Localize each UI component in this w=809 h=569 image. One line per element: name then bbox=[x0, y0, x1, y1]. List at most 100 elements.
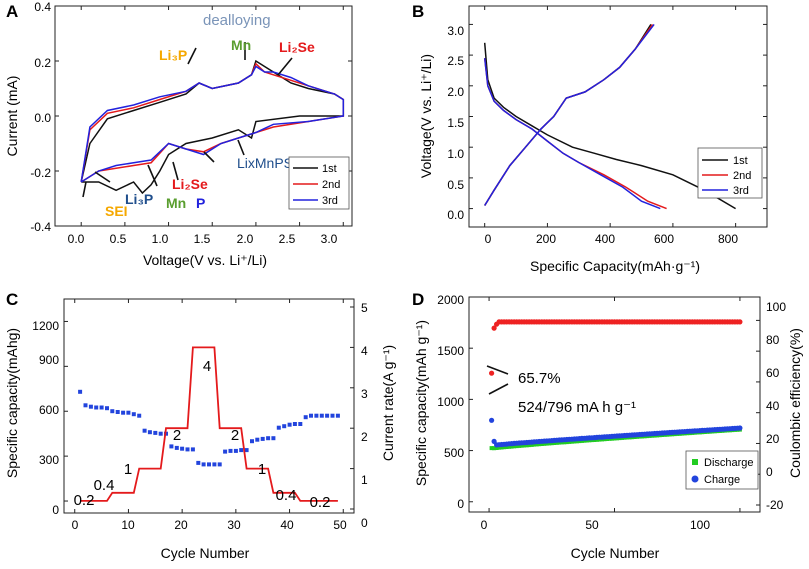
arrow-mn-down bbox=[147, 164, 158, 187]
panel-b-ytick-labels: 0.0 0.5 1.0 1.5 2.0 2.5 3.0 bbox=[447, 24, 464, 222]
panel-c-y2tick: 0 bbox=[361, 516, 368, 530]
panel-a-ytick: -0.2 bbox=[30, 166, 51, 180]
annotation-dealloying: dealloying bbox=[203, 12, 271, 29]
panel-a-ylabel: Current (mA) bbox=[4, 76, 20, 157]
annotation-li3p-top: Li₃P bbox=[159, 47, 187, 63]
discharge-point bbox=[512, 444, 517, 449]
panel-d-xtick: 0 bbox=[481, 518, 488, 532]
panel-b-ytick: 1.0 bbox=[447, 147, 464, 161]
panel-d-xtick: 100 bbox=[690, 518, 710, 532]
panel-c-ytick: 0 bbox=[52, 503, 59, 517]
capacity-point bbox=[196, 460, 201, 465]
capacity-point bbox=[217, 462, 222, 467]
panel-d-y2tick: 0 bbox=[766, 465, 773, 479]
capacity-point bbox=[325, 413, 330, 418]
capacity-point bbox=[319, 413, 324, 418]
discharge-point bbox=[502, 445, 507, 450]
discharge-point bbox=[517, 443, 522, 448]
panel-c-xtick: 0 bbox=[72, 518, 79, 532]
arrow-li3p-down bbox=[94, 171, 111, 183]
capacity-point bbox=[78, 389, 83, 394]
discharge-point bbox=[519, 443, 524, 448]
capacity-point bbox=[330, 413, 335, 418]
panel-a-xtick: 3.0 bbox=[321, 232, 338, 246]
panel-a-letter: A bbox=[6, 2, 18, 21]
panel-d-y2tick: 80 bbox=[766, 333, 780, 347]
panel-b-ytick: 0.0 bbox=[447, 208, 464, 222]
discharge-point bbox=[492, 446, 497, 451]
panel-c-frame bbox=[63, 298, 355, 514]
panel-b-ytick: 1.5 bbox=[447, 116, 464, 130]
panel-b-ytick: 2.5 bbox=[447, 54, 464, 68]
panel-c-xtick: 10 bbox=[121, 518, 135, 532]
capacity-point bbox=[233, 448, 238, 453]
annotation-li3p-bottom: Li₃P bbox=[125, 191, 153, 207]
annotation-65-7: 65.7% bbox=[518, 370, 561, 387]
panel-a-xtick: 1.5 bbox=[194, 232, 211, 246]
annotation-sei: SEI bbox=[105, 203, 128, 219]
panel-d-legend-box bbox=[685, 450, 759, 490]
capacity-point bbox=[287, 422, 292, 427]
panel-c-y2tick: 4 bbox=[361, 344, 368, 358]
capacity-point bbox=[314, 413, 319, 418]
panel-d-legend: Discharge Charge bbox=[685, 450, 759, 490]
panel-c-y2tick: 1 bbox=[361, 473, 368, 487]
legend-label-charge: Charge bbox=[704, 474, 740, 486]
capacity-point bbox=[190, 447, 195, 452]
arrow-lixmnpse3 bbox=[237, 139, 245, 156]
capacity-point bbox=[142, 428, 147, 433]
capacity-point bbox=[292, 422, 297, 426]
panel-a-arrows bbox=[82, 42, 293, 198]
discharge-point bbox=[507, 444, 512, 449]
discharge-point bbox=[534, 442, 539, 447]
legend-label-3rd: 3rd bbox=[733, 185, 749, 197]
panel-d-y2tick-labels: 100 80 60 40 20 0 -20 bbox=[766, 300, 786, 512]
panel-b: B 0 200 400 600 800 0.0 0.5 1.0 1.5 2.0 … bbox=[412, 2, 768, 274]
panel-a-ytick: -0.4 bbox=[30, 220, 51, 234]
annotation-p-bottom: P bbox=[196, 195, 205, 211]
capacity-point bbox=[298, 422, 303, 426]
panel-b-letter: B bbox=[412, 2, 424, 21]
discharge-curve-2nd bbox=[483, 58, 667, 210]
capacity-point bbox=[185, 447, 190, 452]
legend-label-2nd: 2nd bbox=[733, 170, 751, 182]
discharge-point bbox=[547, 441, 552, 446]
panel-c-ylabel: Specific capacity(mAhg) bbox=[4, 328, 20, 478]
panel-d-ytick-labels: 0 500 1000 1500 2000 bbox=[437, 293, 464, 511]
panel-a-ytick-labels: 0.4 0.2 0.0 -0.2 -0.4 bbox=[30, 0, 51, 234]
capacity-point bbox=[174, 445, 179, 450]
panel-a-xtick: 0.5 bbox=[110, 232, 127, 246]
discharge-point bbox=[522, 443, 527, 448]
annotation-li2se-top: Li₂Se bbox=[279, 39, 315, 55]
annotation-li2se-bottom: Li₂Se bbox=[172, 176, 208, 192]
legend-label-2nd: 2nd bbox=[322, 179, 340, 191]
panel-c-ytick: 1200 bbox=[32, 319, 59, 333]
panel-c-data bbox=[78, 346, 340, 502]
capacity-point bbox=[180, 446, 185, 451]
panel-d-letter: D bbox=[412, 290, 424, 309]
capacity-point bbox=[83, 403, 88, 408]
discharge-point bbox=[504, 445, 509, 449]
legend-swatch-discharge bbox=[692, 459, 698, 465]
panel-a-xtick-labels: 0.0 0.5 1.0 1.5 2.0 2.5 3.0 bbox=[68, 232, 338, 246]
cv-curve-3rd bbox=[80, 65, 345, 183]
panel-d-y2tick: -20 bbox=[766, 498, 784, 512]
capacity-point bbox=[266, 436, 271, 441]
capacity-point bbox=[147, 430, 152, 435]
panel-b-xtick: 600 bbox=[654, 232, 674, 246]
efficiency-point bbox=[489, 370, 495, 376]
panel-d-ytick: 1500 bbox=[437, 344, 464, 358]
discharge-point bbox=[537, 442, 542, 447]
panel-c-ytick-labels: 0 300 600 900 1200 bbox=[32, 319, 59, 517]
panel-b-ylabel: Voltage(V vs. Li⁺/Li) bbox=[418, 54, 434, 178]
discharge-point bbox=[524, 443, 529, 448]
panel-d-ytick: 0 bbox=[457, 497, 464, 511]
panel-c: C 0 10 20 30 40 50 0 300 600 900 1200 0 … bbox=[4, 290, 396, 561]
discharge-curve-1st bbox=[483, 42, 736, 210]
capacity-point bbox=[250, 439, 254, 444]
panel-d-xtick: 50 bbox=[585, 518, 599, 532]
panel-c-rate-labels: 0.2 0.4 1 2 4 2 1 0.4 0.2 bbox=[74, 358, 331, 511]
panel-d-y2tick: 40 bbox=[766, 399, 780, 413]
panel-a-annotations: dealloying Li₃P Mn Li₂Se LixMnPSe₃ Li₂Se… bbox=[105, 12, 315, 219]
